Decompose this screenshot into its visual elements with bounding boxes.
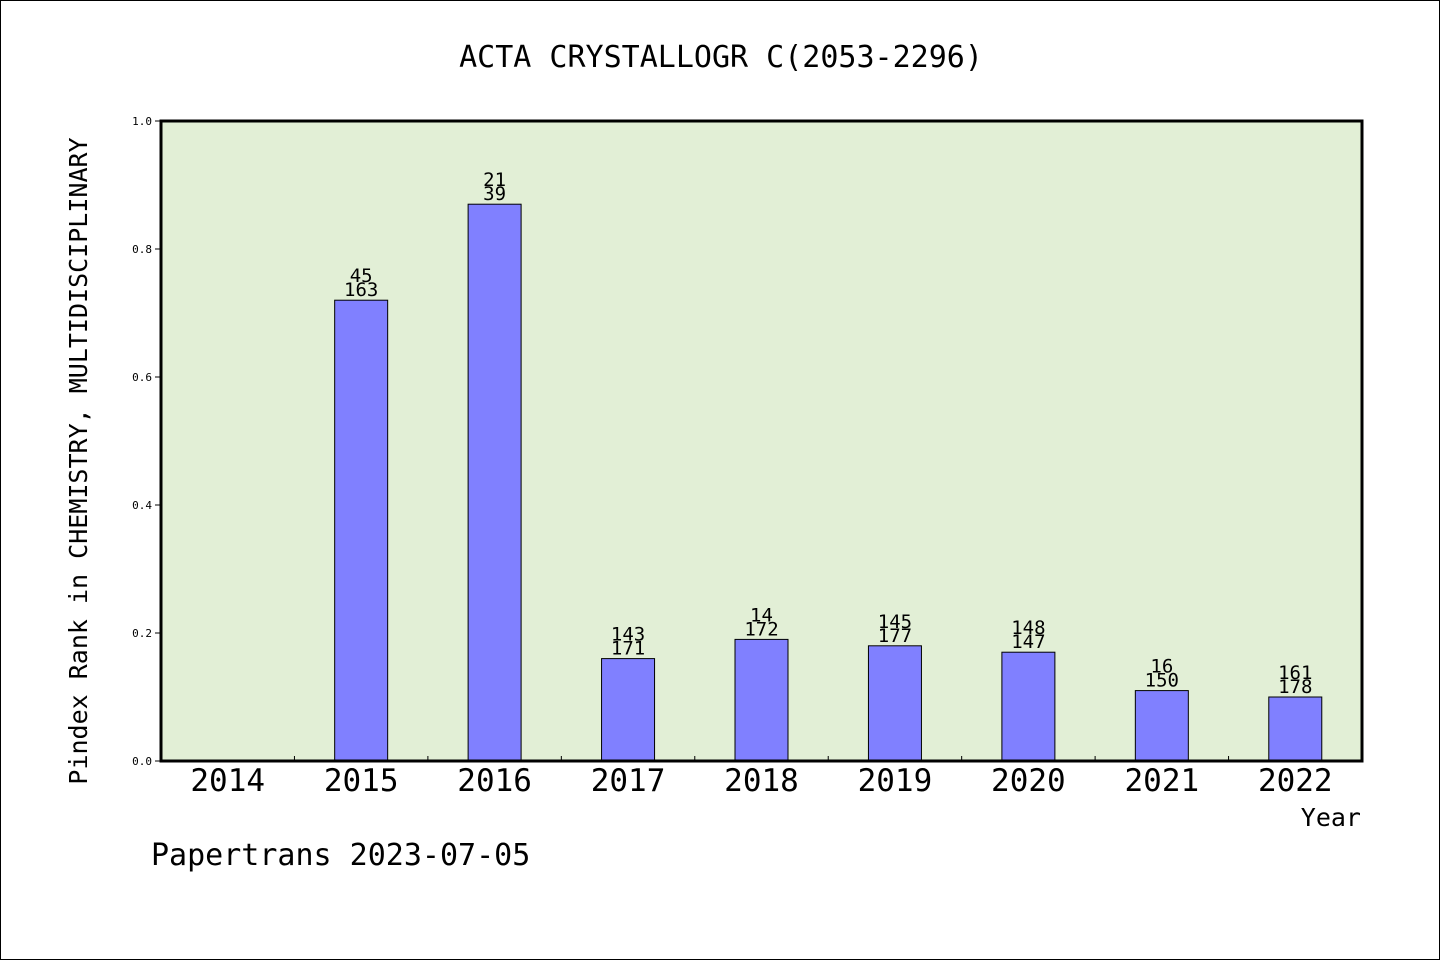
bar-label-bottom-2022: 178 — [1278, 676, 1312, 698]
bar-label-top-2016: 21 — [483, 169, 506, 191]
bar-label-top-2018: 14 — [750, 604, 773, 626]
bar-label-bottom-2019: 177 — [878, 625, 912, 647]
bar-label-top-2015: 45 — [350, 265, 373, 287]
bar-label-top-2022: 161 — [1278, 662, 1312, 684]
y-axis-label: Pindex Rank in CHEMISTRY, MULTIDISCIPLIN… — [64, 137, 93, 784]
y-tick-label: 1.0 — [132, 115, 152, 128]
bar-2015 — [334, 299, 389, 762]
y-tick-label: 0.4 — [132, 499, 152, 512]
bar-label-bottom-2020: 147 — [1011, 631, 1045, 653]
bar-2019 — [867, 645, 922, 762]
bar-label-top-2017: 143 — [611, 624, 645, 646]
bar-label-top-2020: 148 — [1011, 617, 1045, 639]
chart-title: ACTA CRYSTALLOGR C(2053-2296) — [459, 40, 983, 75]
bar-label-bottom-2016: 39 — [483, 183, 506, 205]
plot-border — [159, 119, 1364, 763]
x-tick-label-2015: 2015 — [324, 763, 399, 799]
x-tick-label-2022: 2022 — [1258, 763, 1333, 799]
y-tick-label: 0.0 — [132, 755, 152, 768]
bar-label-top-2021: 16 — [1150, 656, 1173, 678]
x-tick-label-2014: 2014 — [190, 763, 265, 799]
x-tick-label-2021: 2021 — [1125, 763, 1200, 799]
x-tick-label-2019: 2019 — [858, 763, 933, 799]
y-tick-label: 0.6 — [132, 371, 152, 384]
bar-label-top-2019: 145 — [878, 611, 912, 633]
bar-2018 — [734, 638, 789, 762]
bars — [334, 203, 1323, 762]
bar-2020 — [1001, 651, 1056, 762]
x-axis: 2014 2015 2016 2017 2018 2019 2020 2021 2022 — [190, 756, 1333, 799]
footer-credit: Papertrans 2023-07-05 — [151, 838, 530, 873]
bar-label-bottom-2015: 163 — [344, 279, 378, 301]
bar-label-bottom-2018: 172 — [744, 618, 778, 640]
x-axis-label: Year — [1301, 803, 1361, 832]
x-tick-label-2016: 2016 — [457, 763, 532, 799]
bar-2022 — [1268, 696, 1323, 762]
bar-label-bottom-2021: 150 — [1145, 670, 1179, 692]
x-tick-label-2017: 2017 — [591, 763, 666, 799]
x-tick-label-2020: 2020 — [991, 763, 1066, 799]
bar-2016 — [467, 203, 522, 762]
bar-2021 — [1134, 690, 1189, 762]
y-tick-label: 0.8 — [132, 243, 152, 256]
bar-label-bottom-2017: 171 — [611, 638, 645, 660]
y-tick-label: 0.2 — [132, 627, 152, 640]
bar-2017 — [601, 658, 656, 762]
x-tick-label-2018: 2018 — [724, 763, 799, 799]
y-axis: 0.0 0.2 0.4 0.6 0.8 1.0 — [132, 115, 161, 768]
